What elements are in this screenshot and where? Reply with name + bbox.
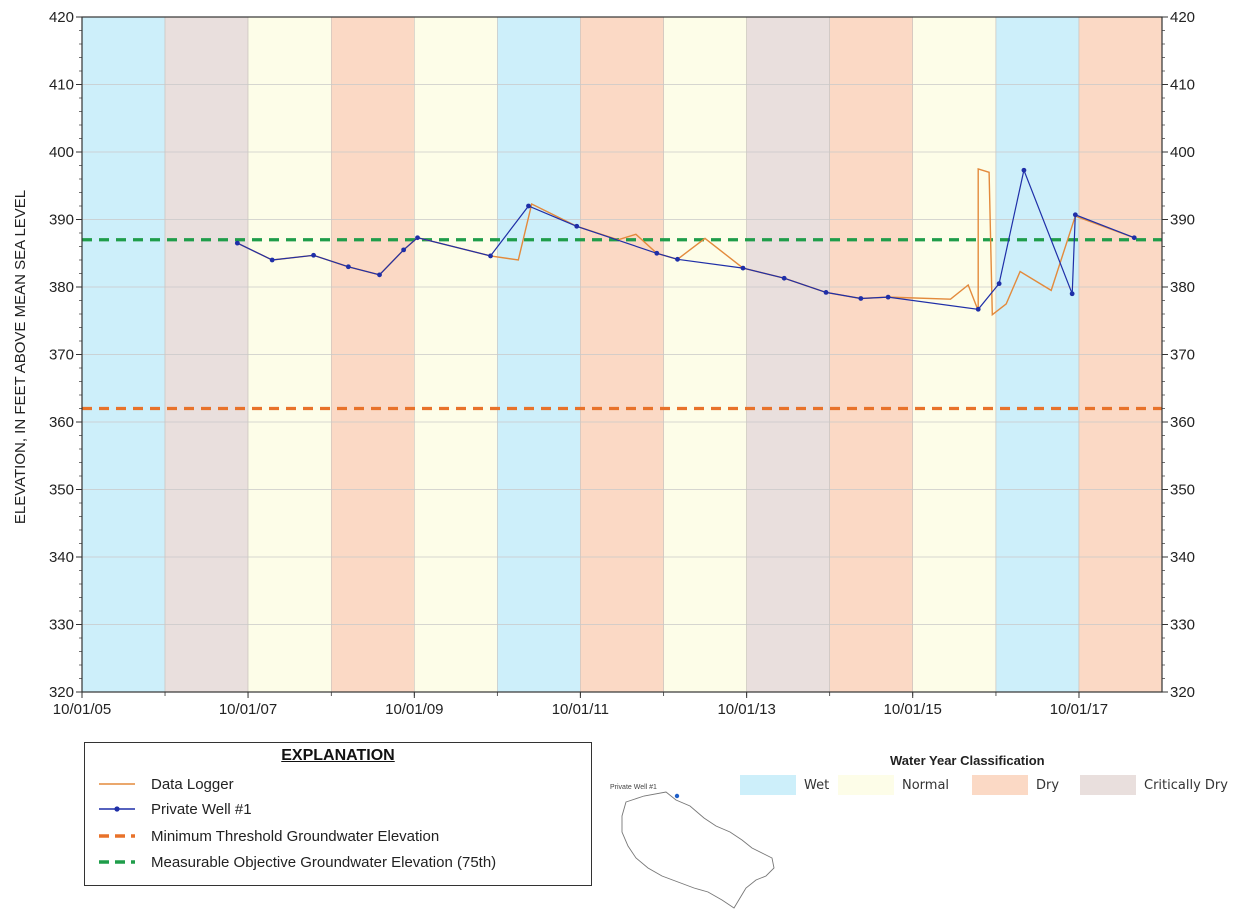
y-tick-label-left: 390 — [49, 212, 74, 229]
y-tick-label-right: 350 — [1170, 482, 1195, 499]
well-location-marker — [674, 793, 680, 799]
x-tick-label: 10/01/13 — [717, 701, 775, 718]
x-tick-label: 10/01/15 — [884, 701, 942, 718]
x-tick-label: 10/01/17 — [1050, 701, 1108, 718]
legend-item-data-logger: Data Logger — [97, 773, 234, 795]
private-well-point — [1131, 235, 1137, 241]
y-axis-label: ELEVATION, IN FEET ABOVE MEAN SEA LEVEL — [12, 190, 29, 524]
minimum-threshold-swatch — [99, 834, 135, 838]
private-well-point — [1072, 212, 1078, 218]
y-tick-label-right: 380 — [1170, 279, 1195, 296]
y-tick-label-right: 340 — [1170, 549, 1195, 566]
y-tick-label-right: 410 — [1170, 77, 1195, 94]
inset-well-label: Private Well #1 — [610, 784, 657, 791]
y-tick-label-right: 320 — [1170, 684, 1195, 701]
y-tick-label-right: 420 — [1170, 9, 1195, 26]
measurable-objective-swatch — [99, 860, 135, 864]
y-tick-label-left: 380 — [49, 279, 74, 296]
private-well-point — [885, 294, 891, 300]
legend-label: Data Logger — [151, 775, 234, 793]
legend-label: Measurable Objective Groundwater Elevati… — [151, 853, 497, 871]
private-well-point — [526, 203, 531, 209]
private-well-point — [234, 240, 240, 246]
private-well-point — [740, 265, 746, 271]
wy-legend-item-wet: Wet — [740, 774, 829, 796]
private-well-point — [574, 223, 580, 229]
dry-swatch — [972, 775, 1028, 795]
wy-legend-item-dry: Dry — [972, 774, 1059, 796]
data-series — [234, 167, 1137, 317]
y-tick-label-left: 420 — [49, 9, 74, 26]
private-well-point — [269, 257, 275, 263]
water-year-legend-title: Water Year Classification — [890, 753, 1045, 768]
private-well-point — [975, 306, 981, 312]
groundwater-hydrograph: 320 320 330 330 340 340 350 350 360 360 370 370 380 3… — [12, 9, 1195, 718]
y-tick-label-right: 390 — [1170, 212, 1195, 229]
private-well-point — [858, 296, 864, 301]
private-well-point — [488, 253, 493, 259]
y-tick-label-right: 400 — [1170, 144, 1195, 161]
private-well-point — [1069, 291, 1075, 297]
private-well-point — [823, 290, 829, 295]
wy-label: Dry — [1036, 777, 1060, 793]
wy-label: Wet — [804, 777, 830, 793]
explanation-title: EXPLANATION — [281, 747, 395, 764]
private-well-point — [675, 256, 680, 262]
private-well-point — [377, 272, 382, 278]
legend-item-private-well: Private Well #1 — [97, 798, 252, 820]
y-tick-label-left: 340 — [49, 549, 74, 566]
y-tick-label-right: 330 — [1170, 617, 1195, 634]
legend-label: Minimum Threshold Groundwater Elevation — [151, 827, 440, 845]
legend-item-minimum-threshold: Minimum Threshold Groundwater Elevation — [97, 825, 439, 847]
y-tick-label-left: 320 — [49, 684, 74, 701]
inset-location-map: Private Well #1 — [610, 784, 775, 909]
wy-legend-item-normal: Normal — [838, 774, 949, 796]
x-tick-label: 10/01/05 — [53, 701, 111, 718]
explanation-legend: EXPLANATION Data Logger Private Well #1 … — [84, 742, 592, 886]
basin-outline — [621, 791, 775, 909]
private-well-point — [311, 252, 316, 258]
x-tick-label: 10/01/11 — [552, 701, 609, 718]
y-tick-label-left: 370 — [49, 347, 74, 364]
wet-swatch — [740, 775, 796, 795]
y-tick-label-left: 410 — [49, 77, 74, 94]
wy-legend-item-critically-dry: Critically Dry — [1080, 774, 1228, 796]
y-tick-label-right: 370 — [1170, 347, 1195, 364]
x-tick-label: 10/01/09 — [385, 701, 443, 718]
private-well-point — [1021, 167, 1027, 173]
x-tick-label: 10/01/07 — [219, 701, 277, 718]
legend-label: Private Well #1 — [151, 800, 252, 818]
private-well-point — [345, 264, 351, 270]
private-well-point — [781, 275, 787, 281]
wy-label: Normal — [902, 777, 950, 793]
private-well-point — [401, 247, 407, 253]
y-tick-label-left: 400 — [49, 144, 74, 161]
y-tick-label-left: 330 — [49, 617, 74, 634]
wy-label: Critically Dry — [1144, 777, 1228, 793]
normal-swatch — [838, 775, 894, 795]
critically-dry-swatch — [1080, 775, 1136, 795]
private-well-point — [996, 281, 1002, 287]
private-well-point — [654, 250, 660, 256]
axes: 320 320 330 330 340 340 350 350 360 360 370 370 380 3… — [49, 9, 1195, 718]
grid-lines — [82, 16, 1162, 693]
data-logger-swatch — [99, 783, 135, 785]
y-tick-label-left: 360 — [49, 414, 74, 431]
threshold-lines — [82, 238, 1162, 411]
y-tick-label-left: 350 — [49, 482, 74, 499]
private-well-point — [415, 235, 420, 241]
legend-item-measurable-objective: Measurable Objective Groundwater Elevati… — [97, 851, 496, 873]
y-tick-label-right: 360 — [1170, 414, 1195, 431]
private-well-swatch — [99, 806, 135, 812]
